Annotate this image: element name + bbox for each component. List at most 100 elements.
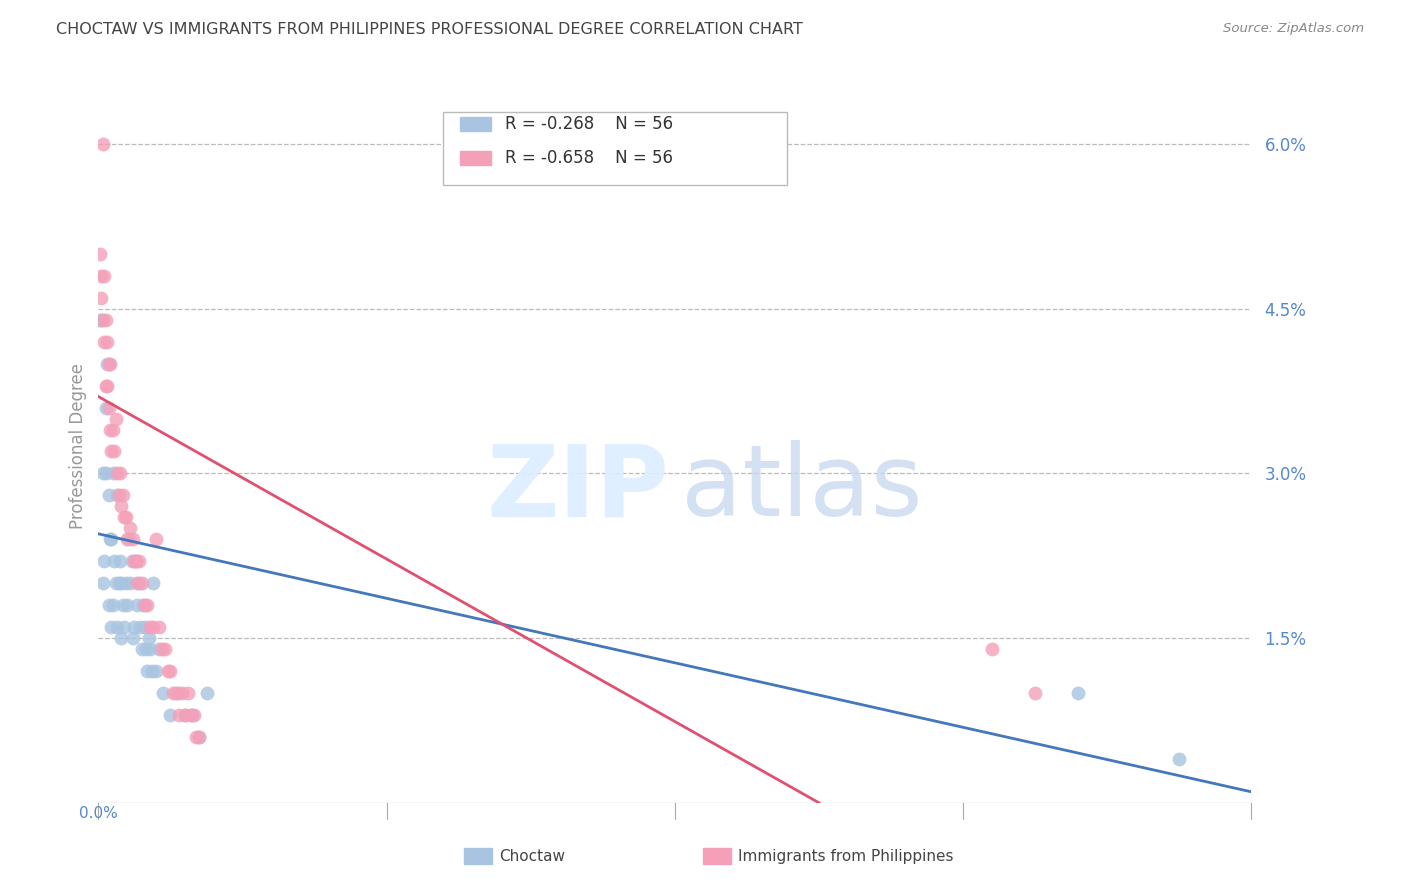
Point bbox=[114, 576, 136, 591]
Point bbox=[89, 247, 111, 261]
Point bbox=[174, 708, 197, 723]
Point bbox=[167, 708, 190, 723]
Point bbox=[145, 664, 167, 678]
Point bbox=[112, 510, 135, 524]
Point bbox=[981, 642, 1004, 657]
Point bbox=[125, 554, 148, 568]
Text: atlas: atlas bbox=[681, 441, 922, 537]
Point bbox=[97, 598, 120, 612]
Point bbox=[124, 620, 146, 634]
Point bbox=[103, 554, 125, 568]
Point bbox=[111, 598, 134, 612]
Point bbox=[152, 686, 174, 700]
Point bbox=[108, 554, 131, 568]
Point bbox=[98, 533, 121, 547]
Point bbox=[91, 467, 114, 481]
Point bbox=[127, 598, 149, 612]
Point bbox=[134, 620, 156, 634]
Point bbox=[136, 664, 159, 678]
Text: 0.0%: 0.0% bbox=[79, 806, 118, 822]
Text: R = -0.268    N = 56: R = -0.268 N = 56 bbox=[505, 115, 673, 133]
Point bbox=[100, 620, 122, 634]
Point bbox=[108, 467, 131, 481]
Point bbox=[142, 620, 165, 634]
Point bbox=[100, 444, 122, 458]
Point bbox=[170, 686, 193, 700]
Point bbox=[101, 467, 124, 481]
Text: CHOCTAW VS IMMIGRANTS FROM PHILIPPINES PROFESSIONAL DEGREE CORRELATION CHART: CHOCTAW VS IMMIGRANTS FROM PHILIPPINES P… bbox=[56, 22, 803, 37]
Point bbox=[110, 631, 132, 645]
Point bbox=[90, 312, 112, 326]
Text: R = -0.658    N = 56: R = -0.658 N = 56 bbox=[505, 149, 672, 167]
Point bbox=[180, 708, 202, 723]
Point bbox=[138, 631, 160, 645]
Point bbox=[120, 576, 142, 591]
Text: Choctaw: Choctaw bbox=[499, 849, 565, 863]
Point bbox=[159, 708, 181, 723]
Point bbox=[97, 401, 120, 415]
Point bbox=[117, 598, 139, 612]
Point bbox=[101, 423, 124, 437]
Point bbox=[89, 312, 111, 326]
Point bbox=[120, 521, 142, 535]
Text: ZIP: ZIP bbox=[486, 441, 669, 537]
Point bbox=[107, 488, 129, 502]
Point bbox=[181, 708, 204, 723]
Point bbox=[97, 357, 120, 371]
Point bbox=[111, 488, 134, 502]
Point bbox=[150, 642, 173, 657]
Point bbox=[91, 137, 114, 152]
Point bbox=[93, 268, 115, 283]
Point bbox=[94, 467, 117, 481]
Point bbox=[174, 708, 197, 723]
Point bbox=[135, 642, 157, 657]
Point bbox=[1168, 752, 1191, 766]
Point bbox=[148, 620, 170, 634]
Point bbox=[132, 598, 155, 612]
Point bbox=[188, 730, 211, 744]
Point bbox=[91, 576, 114, 591]
Point bbox=[93, 554, 115, 568]
Point bbox=[183, 708, 205, 723]
Point bbox=[117, 533, 139, 547]
Point bbox=[134, 598, 156, 612]
Point bbox=[105, 488, 128, 502]
Point bbox=[125, 554, 148, 568]
Point bbox=[118, 533, 141, 547]
Point bbox=[148, 642, 170, 657]
Point bbox=[96, 378, 118, 392]
Point bbox=[94, 401, 117, 415]
Point bbox=[121, 554, 143, 568]
Point bbox=[96, 357, 118, 371]
Point bbox=[142, 576, 165, 591]
Point bbox=[159, 664, 181, 678]
Point bbox=[136, 598, 159, 612]
Point bbox=[103, 444, 125, 458]
Point bbox=[127, 576, 149, 591]
Point bbox=[128, 576, 150, 591]
Point bbox=[162, 686, 184, 700]
Point bbox=[128, 554, 150, 568]
Point bbox=[1024, 686, 1046, 700]
Point bbox=[90, 268, 112, 283]
Point bbox=[195, 686, 218, 700]
Point bbox=[94, 312, 117, 326]
Point bbox=[122, 533, 145, 547]
Y-axis label: Professional Degree: Professional Degree bbox=[69, 363, 87, 529]
Point bbox=[100, 533, 122, 547]
Point bbox=[139, 620, 162, 634]
Point bbox=[98, 357, 121, 371]
Point bbox=[101, 598, 124, 612]
Point bbox=[91, 312, 114, 326]
Point bbox=[98, 423, 121, 437]
Point bbox=[139, 642, 162, 657]
Point bbox=[141, 664, 163, 678]
Point bbox=[188, 730, 211, 744]
Text: Source: ZipAtlas.com: Source: ZipAtlas.com bbox=[1223, 22, 1364, 36]
Point bbox=[131, 576, 153, 591]
Point bbox=[124, 554, 146, 568]
Point bbox=[122, 631, 145, 645]
Point bbox=[105, 467, 128, 481]
Point bbox=[156, 664, 179, 678]
Point bbox=[107, 576, 129, 591]
